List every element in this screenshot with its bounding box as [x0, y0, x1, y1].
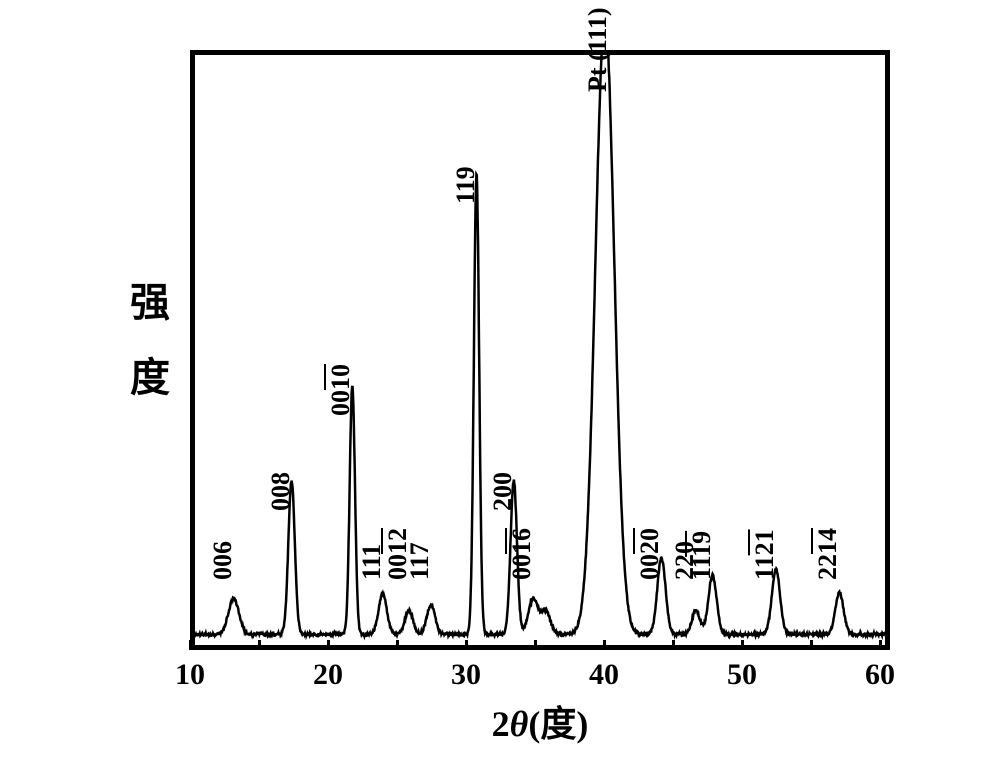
xtick-label: 30: [451, 658, 481, 692]
xtick-major: [603, 640, 606, 650]
peak-label-0020: 0020: [635, 528, 665, 580]
peak-label-008: 008: [266, 472, 296, 511]
xtick-minor: [810, 640, 813, 646]
peak-label-117: 117: [405, 542, 435, 580]
ylabel-char-1: 度: [120, 345, 180, 403]
xtick-label: 40: [589, 658, 619, 692]
xlabel-text: 2θ(度): [492, 695, 589, 747]
xtick-major: [879, 640, 882, 650]
peak-label-Pt(111): Pt (111): [583, 8, 613, 93]
ylabel-char-0: 强: [120, 270, 180, 328]
xtick-major: [465, 640, 468, 650]
xtick-label: 10: [175, 658, 205, 692]
xtick-minor: [258, 640, 261, 646]
peak-label-1121: 1121: [750, 529, 780, 580]
peak-label-0016: 0016: [507, 528, 537, 580]
xtick-minor: [672, 640, 675, 646]
xtick-major: [189, 640, 192, 650]
x-axis-label: 2θ(度): [190, 695, 890, 745]
peak-label-200: 200: [488, 472, 518, 511]
xtick-label: 50: [727, 658, 757, 692]
y-axis-label: 强 度: [120, 50, 180, 650]
xtick-label: 20: [313, 658, 343, 692]
peak-label-006: 006: [208, 541, 238, 580]
peak-label-0010: 0010: [326, 364, 356, 416]
xtick-major: [327, 640, 330, 650]
xtick-minor: [534, 640, 537, 646]
xtick-major: [741, 640, 744, 650]
xtick-label: 60: [865, 658, 895, 692]
xtick-minor: [396, 640, 399, 646]
peak-label-2214: 2214: [813, 528, 843, 580]
xrd-curve: [195, 55, 885, 645]
peak-label-119: 119: [451, 166, 481, 204]
xrd-figure: 强 度 2θ(度) 102030405060006008001011100121…: [90, 30, 910, 750]
peak-label-1119: 1119: [687, 531, 717, 580]
plot-area: [190, 50, 890, 650]
